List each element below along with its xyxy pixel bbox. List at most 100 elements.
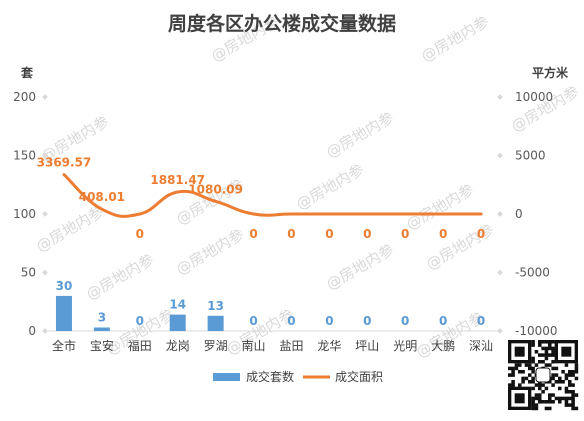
line-data-label: 0: [477, 227, 485, 241]
left-tick-mark: [42, 94, 48, 100]
line-data-label: 1080.09: [188, 182, 243, 196]
qr-module: [538, 383, 542, 387]
qr-module: [564, 403, 569, 407]
qr-module: [511, 370, 515, 374]
qr-module: [544, 350, 549, 354]
bar-data-label: 14: [169, 298, 186, 312]
watermark-text: @房地内参: [323, 108, 397, 161]
qr-module: [561, 396, 565, 401]
bar-data-label: 0: [477, 314, 485, 328]
qr-module: [538, 340, 542, 344]
line-data-label: 0: [363, 227, 371, 241]
bar-series: [55, 295, 224, 331]
qr-finder: [514, 346, 525, 357]
qr-module: [524, 376, 529, 381]
qr-module: [531, 340, 535, 344]
right-tick-mark: [497, 94, 503, 100]
qr-module: [538, 360, 542, 364]
qr-module: [541, 346, 545, 351]
qr-module: [538, 400, 542, 404]
qr-module: [531, 343, 535, 347]
qr-module: [511, 366, 515, 371]
axes: 050100150200-10000-50000500010000全市 宝安 福田龙…: [13, 90, 557, 353]
left-axis-unit: 套: [20, 65, 34, 80]
qr-module: [548, 340, 552, 344]
bar: [93, 327, 110, 331]
qr-module: [544, 340, 549, 344]
qr-module: [551, 366, 555, 371]
line-data-label: 3369.57: [37, 156, 92, 170]
line-data-label: 0: [401, 227, 409, 241]
x-tick-label: 全市: [52, 338, 76, 353]
right-tick-mark: [497, 269, 503, 276]
bar-data-label: 30: [56, 279, 73, 293]
qr-module: [564, 386, 569, 391]
qr-module: [548, 400, 552, 404]
qr-module: [564, 400, 569, 404]
watermark-layer: @房地内参 @房地内参@房地内参@房地内参 @房地内参@房地内参 @房地内参 @房地内参…: [33, 12, 582, 361]
qr-module: [551, 346, 555, 351]
qr-module: [534, 363, 539, 367]
qr-module: [548, 396, 552, 401]
qr-code: [508, 340, 579, 411]
watermark-text: @房地内参: [413, 308, 487, 361]
qr-module: [518, 370, 522, 374]
right-tick-mark: [497, 152, 503, 159]
qr-module: [574, 366, 579, 371]
qr-module: [528, 373, 532, 377]
qr-module: [534, 403, 539, 407]
left-tick-label: 200: [13, 90, 36, 104]
qr-module: [574, 370, 579, 374]
watermark-text: @房地内参: [33, 202, 107, 255]
qr-module: [534, 396, 539, 401]
qr-module: [571, 396, 575, 401]
data-labels: 303 014 130 0 0 0 0 0 03369.57408.0101881.471080…: [37, 156, 486, 328]
x-tick-label: 光明: [393, 339, 417, 353]
x-tick-label: 南山: [242, 338, 266, 353]
qr-module: [528, 366, 532, 371]
watermark-text: @房地内参: [418, 12, 492, 65]
left-tick-label: 100: [13, 207, 36, 221]
qr-module: [544, 356, 549, 361]
qr-module: [554, 373, 559, 377]
qr-module: [508, 366, 512, 371]
qr-module: [571, 403, 575, 407]
watermark-text: @房地内参: [323, 240, 397, 293]
qr-module: [574, 393, 579, 397]
qr-module: [538, 396, 542, 401]
qr-module: [541, 360, 545, 364]
line-data-label: 0: [439, 227, 447, 241]
qr-module: [574, 363, 579, 367]
bar: [55, 295, 72, 331]
qr-module: [508, 383, 512, 387]
bar-data-label: 0: [439, 314, 447, 328]
qr-module: [538, 386, 542, 391]
qr-module: [541, 400, 545, 404]
qr-module: [564, 373, 569, 377]
qr-module: [544, 353, 549, 357]
left-tick-label: 50: [21, 266, 36, 280]
bar: [169, 314, 186, 331]
qr-module: [571, 400, 575, 404]
qr-module: [541, 383, 545, 387]
qr-module: [558, 400, 562, 404]
bar-data-label: 0: [136, 314, 144, 328]
x-tick-label: 大鹏: [431, 339, 455, 353]
qr-module: [564, 390, 569, 394]
qr-module: [534, 393, 539, 397]
legend-label-line: 成交面积: [335, 369, 383, 384]
bar-data-label: 3: [98, 310, 106, 324]
qr-module: [548, 363, 552, 367]
qr-module: [518, 363, 522, 367]
x-tick-label: 龙岗: [166, 339, 190, 353]
bar-data-label: 0: [363, 314, 371, 328]
qr-module: [548, 343, 552, 347]
line-data-label: 0: [136, 227, 144, 241]
qr-module: [558, 376, 562, 381]
bar-data-label: 0: [401, 314, 409, 328]
qr-module: [551, 360, 555, 364]
qr-module: [568, 373, 572, 377]
qr-module: [548, 393, 552, 397]
bar-data-label: 13: [207, 299, 224, 313]
qr-module: [534, 350, 539, 354]
